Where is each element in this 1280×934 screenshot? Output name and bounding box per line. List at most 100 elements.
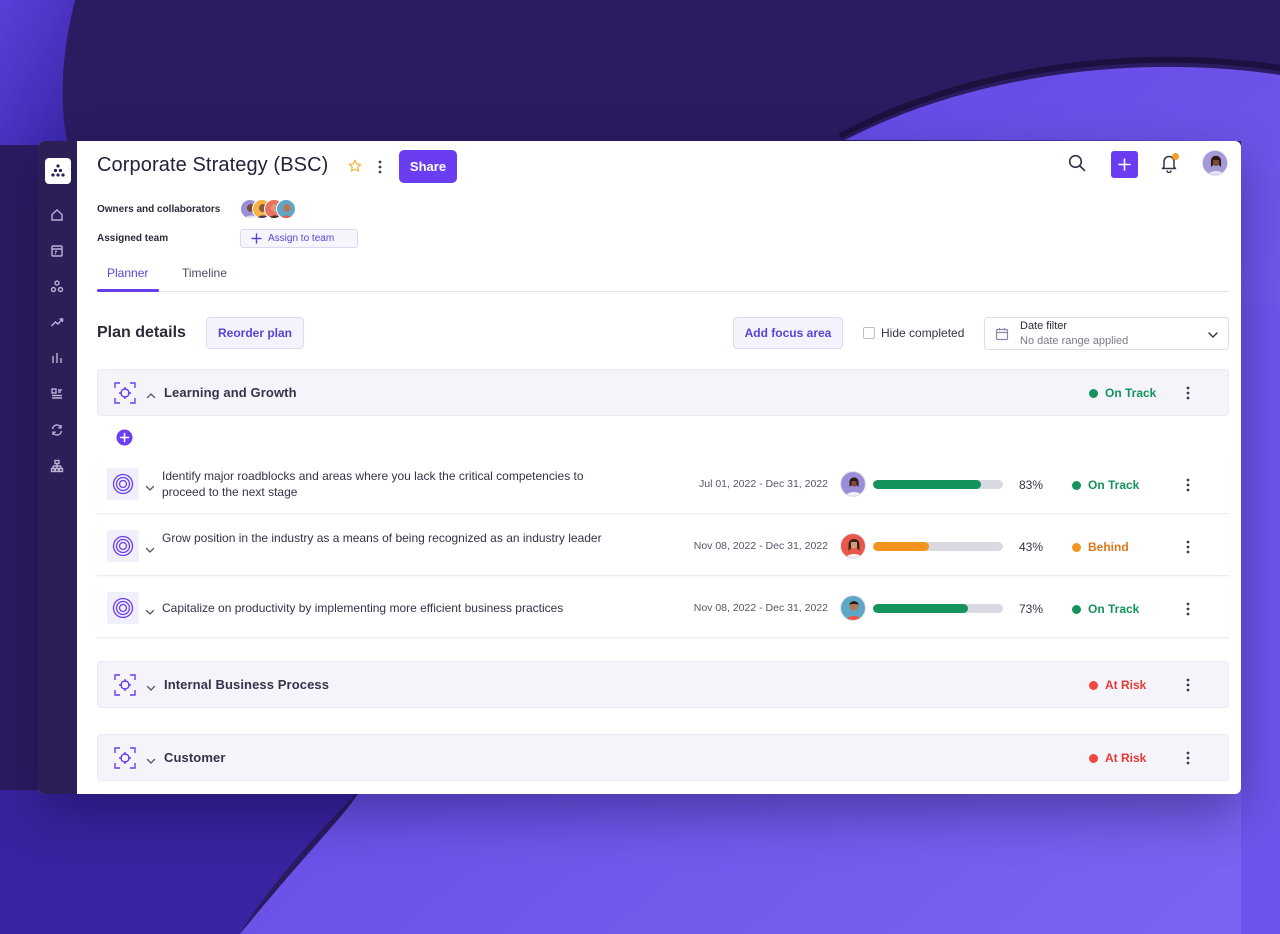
status-dot [1072,604,1081,614]
chevron-down-icon[interactable] [145,604,155,622]
focus-area-row[interactable]: Internal Business Process At Risk [97,661,1229,708]
status-label: On Track [1088,602,1140,616]
status-badge: On Track [1089,386,1156,400]
notification-badge [1172,153,1179,160]
avatar[interactable] [840,595,866,621]
hide-completed-toggle[interactable]: Hide completed [863,326,964,340]
owners-label: Owners and collaborators [97,204,221,215]
more-options-icon[interactable] [1185,539,1191,560]
progress-fill [873,604,968,613]
search-icon[interactable] [1068,154,1086,177]
more-options-icon[interactable] [1185,677,1191,698]
chevron-down-icon[interactable] [146,680,156,698]
user-avatar[interactable] [1202,150,1228,176]
progress-percent: 73% [1019,602,1044,616]
progress-bar [873,604,1003,613]
focus-area-row[interactable]: Customer At Risk [97,734,1229,781]
status-label: Behind [1088,540,1129,554]
app-window: Corporate Strategy (BSC) Share Owners an… [38,141,1241,794]
status-label: At Risk [1105,751,1147,765]
star-icon[interactable] [348,159,362,178]
chevron-down-icon[interactable] [145,480,155,498]
add-goal-icon[interactable] [116,429,133,451]
chevron-up-icon[interactable] [146,388,156,406]
hierarchy-icon[interactable] [49,458,65,474]
status-badge: On Track [1072,478,1139,492]
create-button[interactable] [1111,151,1138,178]
avatar[interactable] [276,199,296,219]
home-icon[interactable] [49,207,65,223]
calendar-icon [995,327,1009,346]
hide-completed-label: Hide completed [881,326,965,340]
more-options-icon[interactable] [1185,477,1191,498]
status-dot [1089,753,1098,763]
avatar[interactable] [840,533,866,559]
tab-timeline[interactable]: Timeline [182,266,227,280]
chart-icon[interactable] [49,350,65,366]
sidebar-rail [38,141,77,794]
focus-area-row[interactable]: Learning and Growth On Track [97,369,1229,416]
more-options-icon[interactable] [1185,385,1191,406]
trend-icon[interactable] [49,314,65,330]
progress-fill [873,542,929,551]
focus-target-icon [114,382,136,409]
tab-planner[interactable]: Planner [107,266,149,280]
more-options-icon[interactable] [377,159,383,180]
goal-date-range: Nov 08, 2022 - Dec 31, 2022 [693,602,828,614]
goal-target-icon [107,530,139,562]
plus-icon [1118,158,1131,171]
goal-row[interactable]: Capitalize on productivity by implementi… [97,582,1229,638]
status-dot [1089,388,1098,398]
goal-date-range: Jul 01, 2022 - Dec 31, 2022 [698,478,828,490]
progress-bar [873,542,1003,551]
date-filter-value: No date range applied [1020,335,1129,347]
chevron-down-icon [1207,328,1219,346]
status-badge: On Track [1072,602,1139,616]
reorder-plan-button[interactable]: Reorder plan [206,317,304,349]
goal-date-range: Nov 08, 2022 - Dec 31, 2022 [693,540,828,552]
chevron-down-icon[interactable] [146,753,156,771]
goal-row[interactable]: Identify major roadblocks and areas wher… [97,458,1229,514]
focus-area-name: Internal Business Process [164,677,330,692]
page-title: Corporate Strategy (BSC) [97,154,329,176]
active-tab-indicator [97,289,159,292]
board-icon[interactable] [49,243,65,259]
plus-icon [251,233,262,244]
share-button[interactable]: Share [399,150,457,183]
goal-target-icon [107,468,139,500]
bell-icon[interactable] [1160,153,1178,178]
goal-target-icon [107,592,139,624]
more-options-icon[interactable] [1185,601,1191,622]
app-logo[interactable] [45,158,71,184]
focus-area-name: Learning and Growth [164,385,297,400]
goal-text: Grow position in the industry as a means… [162,531,602,545]
focus-area-name: Customer [164,750,226,765]
status-label: On Track [1105,386,1157,400]
sync-icon[interactable] [49,422,65,438]
chevron-down-icon[interactable] [145,542,155,560]
assign-to-team-button[interactable]: Assign to team [240,229,358,248]
goal-row[interactable]: Grow position in the industry as a means… [97,520,1229,576]
status-badge: At Risk [1089,678,1146,692]
date-filter-select[interactable]: Date filter No date range applied [984,317,1229,350]
focus-target-icon [114,747,136,774]
add-focus-area-button[interactable]: Add focus area [733,317,843,349]
more-options-icon[interactable] [1185,750,1191,771]
progress-percent: 83% [1019,478,1044,492]
focus-target-icon [114,674,136,701]
avatar[interactable] [840,471,866,497]
status-dot [1089,680,1098,690]
list-icon[interactable] [49,386,65,402]
status-dot [1072,542,1081,552]
assign-to-team-label: Assign to team [268,233,335,244]
view-tabs: Planner Timeline [97,259,1229,292]
main-content: Corporate Strategy (BSC) Share Owners an… [77,141,1241,794]
hide-completed-checkbox[interactable] [863,327,875,339]
status-dot [1072,480,1081,490]
status-badge: Behind [1072,540,1129,554]
org-icon[interactable] [49,278,65,294]
goal-text: Capitalize on productivity by implementi… [162,601,564,615]
goal-text: Identify major roadblocks and areas wher… [162,469,584,499]
plan-details-heading: Plan details [97,324,186,341]
status-label: At Risk [1105,678,1147,692]
